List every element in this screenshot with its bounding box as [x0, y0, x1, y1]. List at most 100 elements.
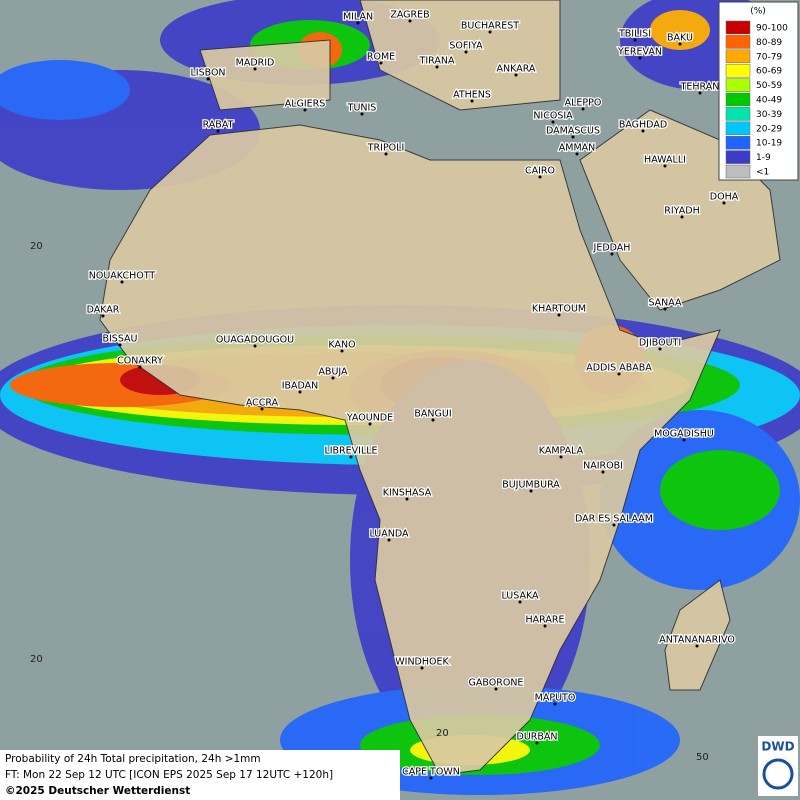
logo: DWD: [758, 736, 798, 796]
city-dot: [553, 702, 557, 706]
city-label: KHARTOUM: [532, 304, 586, 315]
city-dot: [356, 21, 360, 25]
city-dot: [118, 343, 122, 347]
city-label: NOUAKCHOTT: [89, 271, 156, 282]
legend-swatch: [725, 92, 751, 107]
city-dot: [641, 129, 645, 133]
city-dot: [575, 152, 579, 156]
legend-label: <1: [756, 168, 769, 178]
city-dot: [722, 201, 726, 205]
city-dot: [494, 687, 498, 691]
city-dot: [663, 164, 667, 168]
legend-items: 90-100 80-89 70-79 60-69 50-59 40-49 30-39 20-2…: [725, 20, 788, 179]
city-label: IBADAN: [282, 381, 319, 392]
city-label: MILAN: [343, 12, 373, 23]
footer-line: FT: Mon 22 Sep 12 UTC [ICON EPS 2025 Sep…: [5, 769, 333, 781]
city-label: ROME: [367, 52, 395, 63]
city-dot: [384, 152, 388, 156]
city-dot: [360, 112, 364, 116]
city-dot: [120, 280, 124, 284]
city-label: DAR ES SALAAM: [575, 514, 653, 525]
city-label: BAKU: [667, 33, 693, 44]
city-label: JEDDAH: [593, 243, 631, 254]
grid-labels: 20 20 20 50: [30, 241, 709, 763]
city-label: TIRANA: [419, 56, 455, 67]
city-label: CAPE TOWN: [402, 767, 460, 778]
city-label: SANAA: [648, 298, 682, 309]
legend-swatch: [725, 78, 751, 92]
city-dot: [638, 56, 642, 60]
city-label: KANO: [328, 340, 355, 351]
city-label: ACCRA: [246, 398, 279, 409]
city-label: YAOUNDE: [346, 413, 393, 424]
city-dot: [253, 67, 257, 71]
city-dot: [551, 120, 555, 124]
city-label: CONAKRY: [117, 356, 163, 367]
city-dot: [408, 19, 412, 23]
legend-label: 90-100: [756, 24, 788, 34]
city-dot: [431, 418, 435, 422]
city-label: CAIRO: [525, 166, 555, 177]
city-dot: [601, 470, 605, 474]
city-dot: [488, 30, 492, 34]
grid-label: 20: [30, 241, 43, 252]
legend-swatch: [725, 49, 751, 64]
city-dot: [543, 624, 547, 628]
city-label: HARARE: [526, 615, 565, 626]
city-dot: [581, 107, 585, 111]
legend-label: 10-19: [756, 139, 782, 149]
city-dot: [340, 349, 344, 353]
legend-swatch: [725, 121, 751, 136]
footer-box: [0, 750, 400, 800]
city-dot: [368, 422, 372, 426]
city-dot: [663, 307, 667, 311]
city-label: ALEPPO: [565, 98, 602, 109]
city-dot: [260, 407, 264, 411]
city-label: BUJUMBURA: [502, 480, 560, 491]
logo-text: DWD: [761, 740, 794, 754]
city-dot: [420, 666, 424, 670]
city-label: WINDHOEK: [395, 657, 449, 668]
city-label: LIBREVILLE: [324, 446, 377, 457]
city-label: ALGIERS: [285, 99, 326, 110]
city-label: TBILISI: [618, 29, 651, 40]
city-dot: [387, 538, 391, 542]
city-dot: [610, 252, 614, 256]
footer-line: Probability of 24h Total precipitation, …: [5, 753, 261, 765]
city-label: DURBAN: [517, 732, 558, 743]
logo-icon: [762, 758, 794, 790]
city-label: KAMPALA: [539, 446, 584, 457]
city-dot: [680, 215, 684, 219]
city-dot: [206, 77, 210, 81]
city-dot: [514, 73, 518, 77]
city-dot: [138, 365, 142, 369]
city-dot: [101, 314, 105, 318]
city-label: DAKAR: [87, 305, 120, 316]
city-label: RIYADH: [664, 206, 699, 217]
city-label: LUSAKA: [501, 591, 539, 602]
city-dot: [529, 489, 533, 493]
legend-label: 80-89: [756, 38, 782, 48]
city-dot: [678, 42, 682, 46]
city-label: BAGHDAD: [619, 120, 667, 131]
city-dot: [559, 455, 563, 459]
city-label: NICOSIA: [533, 111, 573, 122]
city-label: DAMASCUS: [546, 126, 600, 137]
city-dot: [557, 313, 561, 317]
city-dot: [571, 135, 575, 139]
city-label: MAPUTO: [535, 693, 576, 704]
city-label: BANGUI: [414, 409, 451, 420]
legend-label: 60-69: [756, 67, 782, 77]
city-dot: [535, 741, 539, 745]
city-dot: [464, 50, 468, 54]
city-label: KINSHASA: [383, 488, 432, 499]
city-label: RABAT: [203, 120, 234, 131]
legend-swatch: [725, 20, 751, 35]
city-dot: [633, 38, 637, 42]
city-label: MOGADISHU: [654, 429, 714, 440]
city-dot: [658, 347, 662, 351]
logo-box: [758, 736, 798, 796]
legend-label: 20-29: [756, 124, 782, 134]
city-label: GABORONE: [469, 678, 524, 689]
city-dot: [253, 344, 257, 348]
